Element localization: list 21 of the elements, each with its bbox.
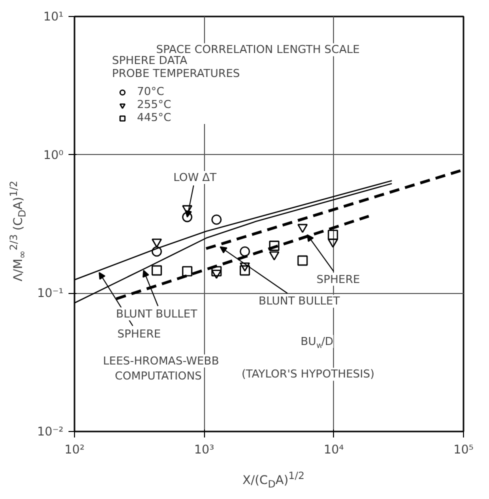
annotation: LOW ΔT [173, 171, 217, 184]
text: SPACE CORRELATION LENGTH SCALE [156, 43, 360, 56]
y-tick-label: 10⁰ [43, 148, 64, 162]
annotation: SPHERE [117, 327, 161, 340]
x-tick-label: 10⁴ [324, 442, 344, 456]
x-tick-label: 10⁵ [453, 442, 474, 456]
x-axis-title: X/(C$_{D}$A)$^{1/2}$ [241, 470, 306, 492]
legend-label: 445°C [137, 111, 172, 124]
annotation: BLUNT BULLET [116, 307, 198, 320]
y-tick-label: 10⁻² [37, 424, 64, 438]
x-tick-label: 10² [64, 442, 85, 456]
annotation: SPHERE [316, 272, 360, 286]
annotation: (TAYLOR'S HYPOTHESIS) [242, 368, 374, 381]
y-tick-label: 10⁻¹ [37, 286, 64, 300]
legend-title: SPHERE DATA PROBE TEMPERATURES [112, 54, 240, 80]
annotation: LEES-HROMAS-WEBB COMPUTATIONS [103, 354, 220, 382]
y-tick-label: 10¹ [43, 10, 64, 24]
legend-label: 255°C [137, 98, 172, 111]
legend-label: 70°C [137, 85, 164, 98]
annotation: BLUNT BULLET [258, 294, 340, 308]
x-tick-label: 10³ [194, 442, 214, 456]
